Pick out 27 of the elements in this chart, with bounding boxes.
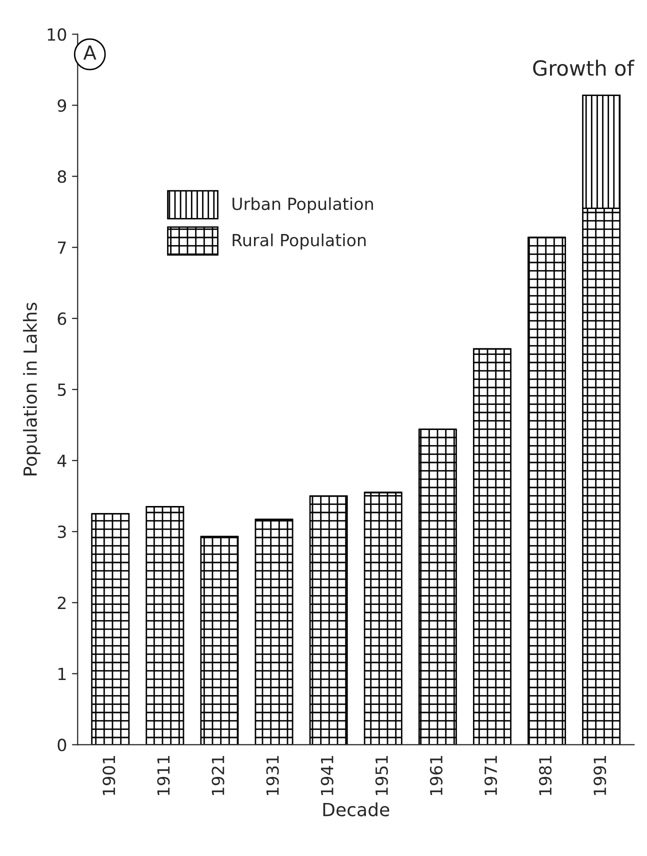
annotation: A [83, 45, 96, 60]
x-tick-label: 1951 [375, 756, 388, 796]
x-tick-label: 1981 [539, 756, 552, 796]
legend-label: Urban Population [232, 197, 373, 214]
y-tick-label: 7 [58, 242, 66, 254]
y-tick-label: 1 [58, 668, 66, 680]
legend-label: Rural Population [232, 234, 366, 250]
x-tick-label: 1921 [212, 756, 224, 796]
x-tick-label: 1941 [320, 756, 334, 796]
text: Growth of [533, 60, 634, 76]
y-tick-label: 8 [58, 170, 66, 183]
y-axis-title: Population in Lakhs [22, 302, 40, 476]
x-tick-label: 1901 [102, 756, 116, 796]
y-tick-label: 0 [58, 738, 66, 752]
x-tick-label: 1971 [484, 756, 498, 796]
x-tick-label: 1991 [594, 756, 606, 796]
y-tick-label: 2 [58, 596, 66, 609]
x-axis-title: Decade [323, 802, 390, 816]
x-tick-label: 1911 [157, 756, 170, 796]
x-tick-label: 1931 [266, 756, 279, 796]
y-tick-label: 10 [48, 28, 66, 41]
y-tick-label: 9 [58, 99, 66, 112]
y-tick-label: 4 [57, 454, 66, 467]
y-tick-label: 5 [58, 384, 66, 396]
y-tick-label: 6 [58, 312, 66, 325]
y-tick-label: 3 [58, 526, 66, 538]
x-tick-label: 1961 [430, 756, 443, 796]
